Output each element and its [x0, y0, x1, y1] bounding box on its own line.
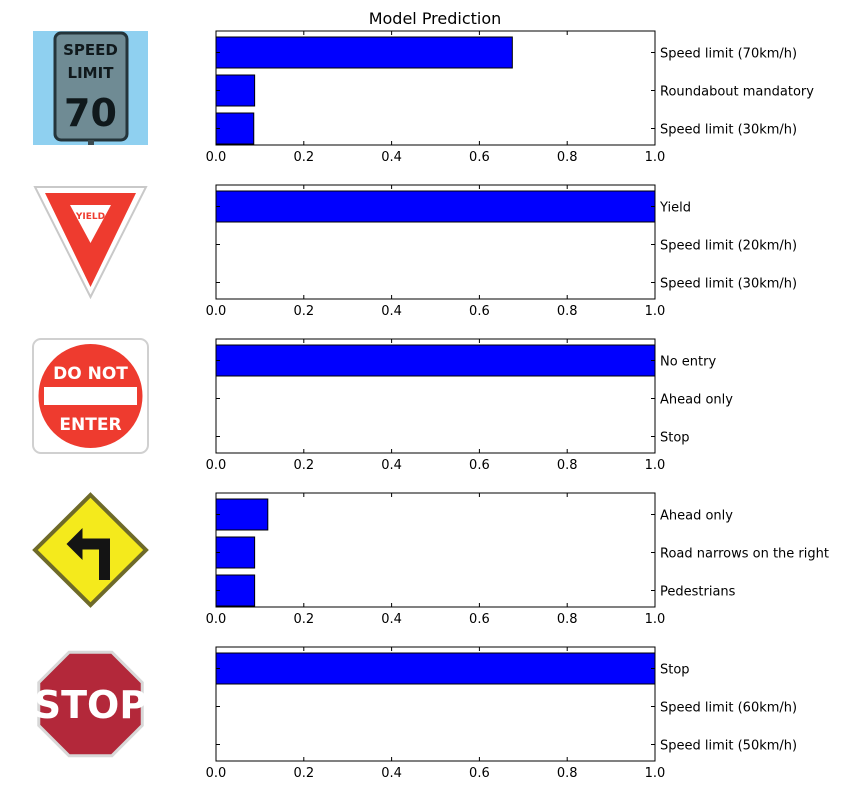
- x-tick-label: 1.0: [645, 766, 666, 781]
- bar: [215, 112, 255, 145]
- x-tick-label: 0.4: [381, 766, 402, 781]
- category-label: Yield: [659, 201, 691, 216]
- speed-limit-70-sign-icon: SPEED LIMIT 70: [33, 31, 148, 145]
- category-label: Speed limit (70km/h): [660, 47, 797, 62]
- stop-octagon: [37, 650, 144, 758]
- panel-1: SPEED LIMIT 70 Speed limit (70km/h) Roundabo…: [33, 30, 814, 165]
- x-tick-label: 0.0: [206, 304, 227, 319]
- stop-sign-icon: STOP: [34, 650, 147, 758]
- do-not-enter-sign-icon: DO NOT ENTER: [32, 338, 149, 454]
- x-tick-label: 1.0: [645, 150, 666, 165]
- x-tick-label: 0.4: [381, 612, 402, 627]
- sign-text: LIMIT: [68, 64, 115, 82]
- x-tick-label: 1.0: [645, 458, 666, 473]
- x-tick-label: 0.8: [557, 150, 578, 165]
- bar: [215, 574, 256, 607]
- turn-arrow-head: [66, 528, 83, 560]
- category-label: Stop: [660, 431, 690, 446]
- category-label: Ahead only: [660, 509, 733, 524]
- prediction-panels: SPEED LIMIT 70 Speed limit (70km/h) Roundabo…: [32, 30, 829, 781]
- sign-text: YIELD: [75, 212, 105, 222]
- category-label: Speed limit (30km/h): [660, 277, 797, 292]
- bar: [215, 190, 656, 223]
- x-tick-label: 0.2: [293, 150, 314, 165]
- category-label: Roundabout mandatory: [660, 85, 814, 100]
- category-label: Speed limit (30km/h): [660, 123, 797, 138]
- x-tick-label: 0.2: [293, 458, 314, 473]
- x-tick-label: 0.6: [469, 766, 490, 781]
- panel-4: Ahead only Road narrows on the right Pedes…: [32, 492, 829, 627]
- x-tick-label: 0.8: [557, 766, 578, 781]
- x-tick-label: 0.8: [557, 612, 578, 627]
- category-label: Pedestrians: [660, 585, 736, 600]
- plot-frame: [215, 492, 656, 608]
- x-tick-label: 1.0: [645, 612, 666, 627]
- x-tick-label: 0.8: [557, 304, 578, 319]
- sign-text: ENTER: [59, 415, 121, 435]
- x-tick-label: 0.2: [293, 304, 314, 319]
- x-tick-label: 0.2: [293, 766, 314, 781]
- x-tick-label: 0.4: [381, 304, 402, 319]
- x-tick-label: 0.6: [469, 458, 490, 473]
- bar: [215, 36, 513, 69]
- bar: [215, 498, 269, 531]
- sign-text: 70: [64, 91, 117, 135]
- category-label: Ahead only: [660, 393, 733, 408]
- turn-arrow-shaft: [80, 538, 110, 580]
- bar: [215, 74, 256, 107]
- category-label: No entry: [660, 355, 716, 370]
- x-tick-label: 0.4: [381, 458, 402, 473]
- diamond-sign: [32, 492, 149, 608]
- x-tick-label: 0.4: [381, 150, 402, 165]
- category-label: Speed limit (60km/h): [660, 701, 797, 716]
- x-tick-label: 0.0: [206, 150, 227, 165]
- category-label: Road narrows on the right: [660, 547, 829, 562]
- x-tick-label: 0.0: [206, 458, 227, 473]
- sign-text: DO NOT: [53, 364, 128, 384]
- yield-inner: [70, 205, 111, 243]
- panel-3: DO NOT ENTER No entry Ahead only Stop 0.0 0.2 0…: [32, 338, 733, 473]
- panel-5: STOP Stop Speed limit (60km/h) Speed limit …: [34, 646, 797, 781]
- x-tick-label: 0.6: [469, 304, 490, 319]
- sign-text: STOP: [34, 683, 147, 727]
- x-tick-label: 0.2: [293, 612, 314, 627]
- yield-sign-icon: YIELD: [33, 186, 148, 300]
- sign-text: SPEED: [63, 41, 118, 59]
- panel-2: YIELD Yield Speed limit (20km/h) Speed limi…: [33, 184, 797, 319]
- white-bar: [44, 387, 137, 405]
- sign-post: [88, 140, 94, 145]
- x-tick-label: 0.6: [469, 150, 490, 165]
- bar: [215, 652, 656, 685]
- x-tick-label: 0.0: [206, 766, 227, 781]
- bar: [215, 536, 256, 569]
- category-label: Speed limit (20km/h): [660, 239, 797, 254]
- bar: [215, 344, 656, 377]
- category-label: Speed limit (50km/h): [660, 739, 797, 754]
- left-turn-arrow-sign-icon: [32, 492, 149, 608]
- x-tick-label: 0.0: [206, 612, 227, 627]
- x-tick-label: 0.8: [557, 458, 578, 473]
- x-tick-label: 0.6: [469, 612, 490, 627]
- x-tick-label: 1.0: [645, 304, 666, 319]
- category-label: Stop: [660, 663, 690, 678]
- chart-title: Model Prediction: [369, 9, 502, 28]
